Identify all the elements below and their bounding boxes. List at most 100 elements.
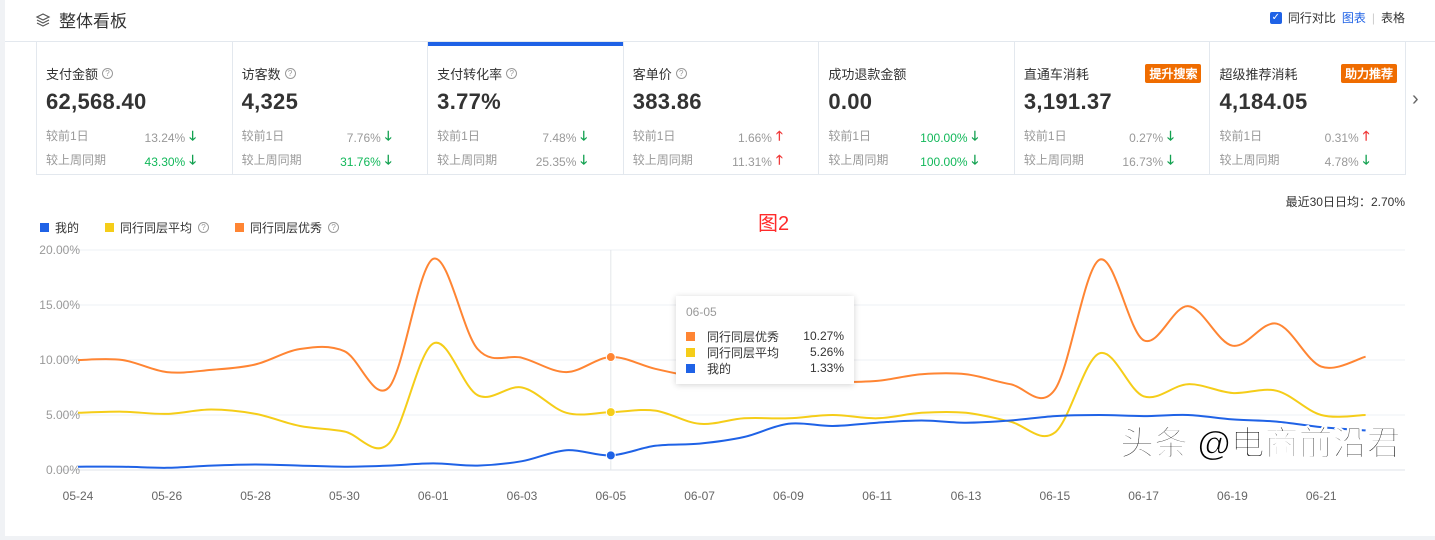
- tooltip-row: 同行同层优秀 10.27%: [686, 328, 844, 344]
- help-icon[interactable]: ?: [328, 222, 340, 233]
- metric-label-text: 访客数: [241, 67, 281, 82]
- metric-card[interactable]: 客单价? 383.86 较前1日 1.66% 🡑 较上周同期 11.31% 🡑: [624, 42, 820, 174]
- legend-item[interactable]: 同行同层平均?: [105, 219, 210, 236]
- x-tick-label: 05-26: [151, 489, 182, 503]
- compare-value: 1.66%: [737, 131, 772, 145]
- help-icon[interactable]: ?: [198, 222, 210, 233]
- highlight-point: [605, 352, 616, 363]
- series-line: [77, 413, 1366, 469]
- compare-label: 较上周同期: [241, 153, 302, 167]
- tooltip-series: 同行同层平均: [707, 345, 780, 360]
- compare-label: 较前1日: [632, 129, 676, 143]
- view-table-link[interactable]: 表格: [1380, 11, 1405, 25]
- compare-label: 较前1日: [46, 129, 89, 143]
- compare-label: 较前1日: [1219, 129, 1263, 143]
- arrow-down-icon: 🡓: [1167, 152, 1174, 167]
- metric-value: 4,325: [241, 89, 299, 114]
- compare-day-row: 较前1日 7.48% 🡓: [437, 127, 587, 149]
- compare-value: 100.00%: [920, 131, 968, 145]
- thirty-day-average: 最近30日日均：2.70%: [1285, 195, 1405, 209]
- metric-label-text: 直通车消耗: [1023, 67, 1089, 82]
- legend-label: 同行同层优秀: [250, 221, 323, 235]
- divider: |: [1371, 10, 1375, 25]
- title-text: 整体看板: [59, 12, 127, 31]
- compare-label: 较前1日: [828, 129, 871, 143]
- chevron-right-icon[interactable]: ›: [1412, 88, 1419, 110]
- arrow-down-icon: 🡓: [189, 152, 196, 167]
- metric-label: 成功退款金额: [828, 64, 1014, 83]
- tooltip-swatch: [686, 331, 695, 341]
- metric-card[interactable]: 访客数? 4,325 较前1日 7.76% 🡓 较上周同期 31.76% 🡓: [233, 42, 429, 174]
- layers-icon: [35, 12, 51, 27]
- arrow-down-icon: 🡓: [384, 128, 392, 143]
- promo-badge[interactable]: 助力推荐: [1341, 64, 1398, 83]
- metric-label: 支付金额?: [46, 64, 232, 83]
- view-chart-link[interactable]: 图表: [1341, 11, 1366, 25]
- panel-header: 整体看板 ✓ 同行对比 图表 | 表格: [5, 0, 1435, 42]
- tooltip-series: 同行同层优秀: [707, 329, 780, 344]
- tooltip-row: 同行同层平均 5.26%: [686, 344, 844, 360]
- metric-value: 4,184.05: [1219, 89, 1308, 114]
- x-tick-label: 05-24: [63, 489, 94, 503]
- compare-value: 0.31%: [1324, 131, 1359, 145]
- chart-tooltip: 06-05 同行同层优秀 10.27% 同行同层平均 5.26% 我的 1.33%: [676, 296, 854, 384]
- page-gutter: [0, 0, 5, 540]
- x-tick-label: 06-03: [507, 489, 538, 503]
- arrow-up-icon: 🡑: [775, 128, 783, 143]
- y-tick-label: 15.00%: [39, 298, 80, 312]
- x-tick-label: 06-13: [951, 489, 982, 503]
- legend-label: 我的: [55, 221, 80, 235]
- help-icon[interactable]: ?: [284, 68, 296, 79]
- help-icon[interactable]: ?: [675, 68, 687, 79]
- help-icon[interactable]: ?: [102, 68, 114, 79]
- legend-swatch: [105, 223, 115, 232]
- metric-label: 超级推荐消耗: [1219, 64, 1405, 83]
- promo-badge[interactable]: 提升搜索: [1145, 64, 1202, 83]
- compare-value: 100.00%: [920, 155, 968, 169]
- metric-card[interactable]: 超级推荐消耗 助力推荐 4,184.05 较前1日 0.31% 🡑 较上周同期 4.7…: [1210, 42, 1405, 174]
- help-icon[interactable]: ?: [506, 68, 518, 79]
- compare-label: 较上周同期: [1219, 153, 1280, 167]
- x-tick-label: 06-21: [1306, 489, 1337, 503]
- legend-item[interactable]: 我的: [40, 219, 79, 236]
- compare-label[interactable]: 同行对比: [1287, 11, 1336, 25]
- y-tick-label: 5.00%: [46, 408, 80, 422]
- compare-week-row: 较上周同期 11.31% 🡑: [633, 151, 783, 173]
- chart-legend: 我的 同行同层平均? 同行同层优秀?: [40, 219, 340, 236]
- compare-week-row: 较上周同期 31.76% 🡓: [242, 151, 392, 173]
- metric-value: 3,191.37: [1023, 89, 1112, 114]
- tooltip-value: 5.26%: [809, 345, 844, 359]
- arrow-down-icon: 🡓: [971, 128, 979, 143]
- metric-value: 62,568.40: [46, 89, 147, 114]
- compare-value: 43.30%: [144, 155, 186, 169]
- compare-day-row: 较前1日 100.00% 🡓: [828, 127, 978, 149]
- metric-card[interactable]: 成功退款金额 0.00 较前1日 100.00% 🡓 较上周同期 100.00% 🡓: [819, 42, 1015, 174]
- compare-value: 7.76%: [346, 131, 381, 145]
- tooltip-swatch: [686, 347, 695, 357]
- x-tick-label: 06-01: [418, 489, 449, 503]
- watermark: 头条 @电商前沿君: [1120, 425, 1402, 464]
- compare-value: 4.78%: [1324, 155, 1359, 169]
- compare-value: 7.48%: [542, 131, 577, 145]
- arrow-down-icon: 🡓: [971, 152, 979, 167]
- x-tick-label: 05-28: [240, 489, 271, 503]
- metric-card[interactable]: 直通车消耗 提升搜索 3,191.37 较前1日 0.27% 🡓 较上周同期 16.7…: [1015, 42, 1211, 174]
- x-tick-label: 06-11: [862, 489, 892, 503]
- metric-label-text: 超级推荐消耗: [1219, 67, 1298, 82]
- metric-label: 访客数?: [242, 64, 428, 83]
- x-tick-label: 06-17: [1128, 489, 1159, 503]
- metric-value: 3.77%: [437, 89, 502, 114]
- legend-item[interactable]: 同行同层优秀?: [235, 219, 340, 236]
- compare-checkbox[interactable]: ✓: [1269, 11, 1282, 24]
- compare-label: 较上周同期: [437, 153, 498, 167]
- metric-card[interactable]: 支付转化率? 3.77% 较前1日 7.48% 🡓 较上周同期 25.35% 🡓: [428, 42, 624, 174]
- arrow-down-icon: 🡓: [580, 152, 588, 167]
- tooltip-date: 06-05: [686, 305, 717, 319]
- x-tick-label: 06-09: [773, 489, 804, 503]
- metric-card[interactable]: 支付金额? 62,568.40 较前1日 13.24% 🡓 较上周同期 43.30% 🡓: [37, 42, 233, 174]
- legend-swatch: [40, 223, 49, 232]
- compare-label: 较上周同期: [1023, 153, 1084, 167]
- compare-day-row: 较前1日 7.76% 🡓: [242, 127, 392, 149]
- compare-label: 较前1日: [1023, 129, 1067, 143]
- metric-label: 直通车消耗: [1024, 64, 1210, 83]
